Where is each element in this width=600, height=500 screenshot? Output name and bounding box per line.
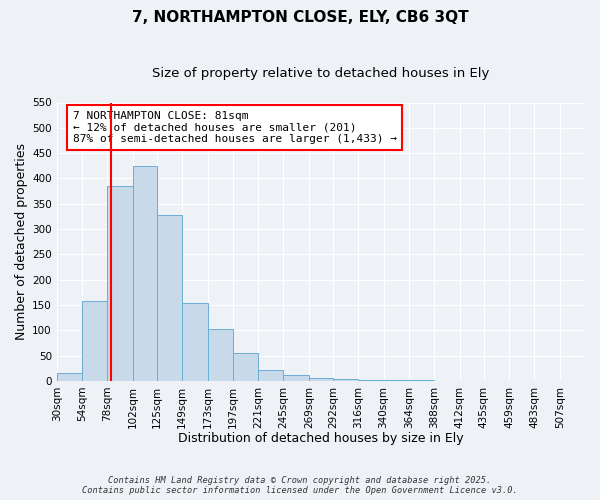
Text: 7, NORTHAMPTON CLOSE, ELY, CB6 3QT: 7, NORTHAMPTON CLOSE, ELY, CB6 3QT: [131, 10, 469, 25]
Bar: [208, 328, 233, 381]
Bar: [182, 304, 208, 381]
X-axis label: Distribution of detached houses by size in Ely: Distribution of detached houses by size …: [178, 432, 464, 445]
Bar: [283, 375, 309, 381]
Bar: [233, 353, 258, 381]
Bar: [157, 215, 182, 381]
Text: 7 NORTHAMPTON CLOSE: 81sqm
← 12% of detached houses are smaller (201)
87% of sem: 7 NORTHAMPTON CLOSE: 81sqm ← 12% of deta…: [73, 111, 397, 144]
Bar: [309, 378, 333, 381]
Title: Size of property relative to detached houses in Ely: Size of property relative to detached ho…: [152, 68, 490, 80]
Bar: [133, 166, 157, 381]
Bar: [107, 186, 133, 381]
Bar: [82, 301, 107, 381]
Bar: [383, 380, 409, 381]
Bar: [358, 380, 383, 381]
Text: Contains HM Land Registry data © Crown copyright and database right 2025.
Contai: Contains HM Land Registry data © Crown c…: [82, 476, 518, 495]
Bar: [333, 380, 358, 381]
Bar: [409, 380, 434, 381]
Y-axis label: Number of detached properties: Number of detached properties: [15, 143, 28, 340]
Bar: [57, 374, 82, 381]
Bar: [258, 370, 283, 381]
